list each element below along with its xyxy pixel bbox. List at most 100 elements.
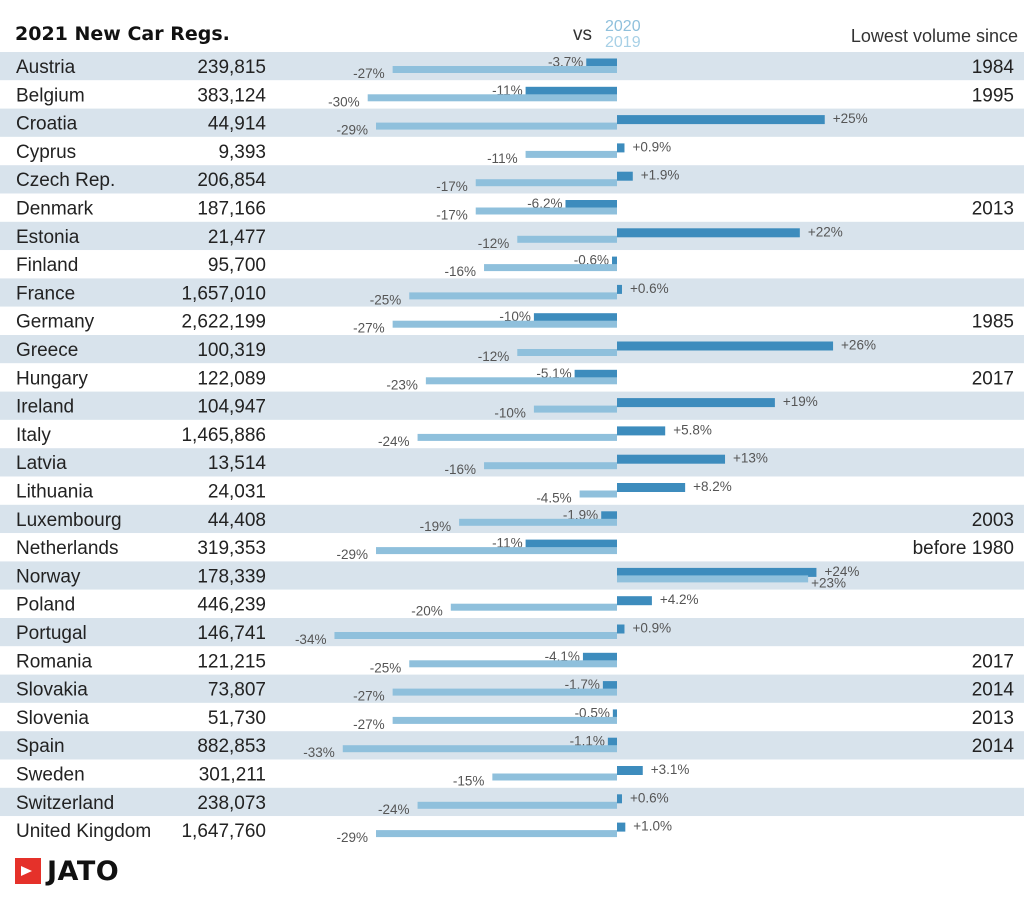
- lowest-since-value: 2017: [972, 368, 1014, 389]
- bar-vs-2020: [617, 822, 626, 832]
- label-vs-2020: -3.7%: [548, 55, 583, 70]
- row-band: [0, 136, 1024, 166]
- bar-vs-2019: [475, 207, 617, 215]
- label-vs-2019: -29%: [336, 123, 368, 138]
- registrations-value: 122,089: [197, 368, 266, 389]
- country-label: Poland: [16, 595, 75, 616]
- table-row: Slovenia 51,730 2013 -0.5% -27%: [16, 705, 1014, 732]
- bar-vs-2020: [617, 398, 775, 408]
- table-row: Poland 446,239 +4.2% -20%: [16, 592, 699, 619]
- bar-vs-2020: [525, 86, 617, 96]
- label-vs-2019: -27%: [353, 717, 385, 732]
- country-label: Netherlands: [16, 538, 118, 559]
- country-label: Finland: [16, 255, 78, 276]
- bar-vs-2020: [617, 228, 800, 238]
- table-row: France 1,657,010 +0.6% -25%: [16, 281, 669, 308]
- lowest-since-value: 2014: [972, 680, 1015, 701]
- table-row: Greece 100,319 +26% -12%: [16, 338, 876, 365]
- country-label: Cyprus: [16, 142, 76, 163]
- lowest-since-value: 2003: [972, 510, 1014, 531]
- bar-vs-2020: [533, 313, 617, 323]
- lowest-since-value: 1985: [972, 312, 1014, 333]
- table-row: Denmark 187,166 2013 -6.2% -17%: [16, 196, 1014, 223]
- vs-label: vs: [573, 24, 592, 45]
- label-vs-2020: -0.5%: [575, 705, 610, 720]
- row-band: [0, 391, 1024, 420]
- bar-vs-2019: [517, 349, 617, 356]
- table-row: Romania 121,215 2017 -4.1% -25%: [16, 649, 1014, 676]
- table-row: Luxembourg 44,408 2003 -1.9% -19%: [16, 507, 1014, 534]
- bar-vs-2019: [376, 547, 617, 555]
- label-vs-2020: -1.9%: [563, 507, 598, 522]
- registrations-value: 239,815: [197, 57, 266, 78]
- table-row: Ireland 104,947 +19% -10%: [16, 394, 818, 421]
- bar-vs-2019: [475, 179, 617, 187]
- label-vs-2019: -23%: [386, 377, 418, 392]
- country-label: Germany: [16, 312, 95, 333]
- label-vs-2020: +8.2%: [693, 479, 732, 494]
- registrations-value: 100,319: [197, 340, 266, 361]
- country-label: Austria: [16, 57, 76, 78]
- registrations-value: 319,353: [197, 538, 266, 559]
- registrations-value: 121,215: [197, 651, 266, 672]
- label-vs-2020: +1.0%: [633, 819, 672, 834]
- country-label: Romania: [16, 651, 92, 672]
- chart-title: 2021 New Car Regs.: [15, 23, 230, 45]
- lowest-since-value: 2014: [972, 736, 1015, 757]
- lowest-since-value: before 1980: [913, 538, 1014, 559]
- label-vs-2019: +23%: [811, 575, 846, 590]
- label-vs-2019: -17%: [436, 208, 468, 223]
- label-vs-2020: +0.6%: [630, 790, 669, 805]
- registrations-value: 178,339: [197, 566, 266, 587]
- country-label: Portugal: [16, 623, 87, 644]
- bar-vs-2019: [417, 433, 617, 441]
- country-label: Slovenia: [16, 708, 89, 729]
- label-vs-2020: +24%: [824, 564, 859, 579]
- registrations-value: 301,211: [199, 765, 266, 786]
- label-vs-2020: +4.2%: [660, 592, 699, 607]
- registrations-value: 1,465,886: [181, 425, 266, 446]
- bar-vs-2019: [484, 264, 617, 272]
- registrations-value: 187,166: [197, 199, 266, 220]
- rows: Austria 239,815 1984 -3.7% -27% Belgium 383,12…: [16, 55, 1014, 846]
- country-label: Ireland: [16, 397, 74, 418]
- table-row: Norway 178,339 +24%+23%: [16, 564, 859, 591]
- table-row: Netherlands 319,353 before 1980 -11% -29%: [16, 536, 1014, 563]
- registrations-value: 21,477: [208, 227, 266, 248]
- bar-vs-2019: [492, 773, 617, 781]
- table-row: Finland 95,700 -0.6% -16%: [16, 253, 617, 279]
- bar-vs-2020: [612, 256, 617, 266]
- table-row: Slovakia 73,807 2014 -1.7% -27%: [16, 677, 1014, 704]
- bar-vs-2020: [565, 200, 617, 209]
- label-vs-2019: -24%: [378, 802, 410, 817]
- registrations-value: 1,647,760: [181, 821, 266, 842]
- label-vs-2020: +13%: [733, 451, 768, 466]
- label-vs-2020: +5.8%: [673, 422, 712, 437]
- bar-vs-2020: [617, 766, 643, 775]
- label-vs-2020: -10%: [499, 309, 531, 324]
- bar-vs-2020: [617, 624, 625, 634]
- label-vs-2019: -12%: [478, 349, 510, 364]
- bar-vs-2019: [367, 94, 617, 102]
- registrations-value: 146,741: [197, 623, 266, 644]
- country-label: Estonia: [16, 227, 80, 248]
- bar-vs-2019: [376, 830, 617, 838]
- lowest-since-value: 2013: [972, 708, 1014, 729]
- registrations-value: 44,408: [208, 510, 266, 531]
- bar-vs-2020: [582, 652, 617, 662]
- bar-vs-2020: [617, 483, 686, 492]
- lowest-since-value: 2017: [972, 651, 1014, 672]
- table-row: Lithuania 24,031 +8.2% -4.5%: [16, 479, 732, 506]
- logo-mark-icon: [15, 858, 41, 884]
- country-label: Belgium: [16, 85, 85, 106]
- country-label: Spain: [16, 736, 65, 757]
- country-label: Italy: [16, 425, 51, 446]
- bar-vs-2019: [617, 575, 809, 583]
- label-vs-2019: -16%: [445, 462, 477, 477]
- lowest-since-value: 1995: [972, 85, 1014, 106]
- label-vs-2020: -4.1%: [545, 649, 580, 664]
- bar-vs-2019: [409, 292, 617, 300]
- registrations-value: 882,853: [197, 736, 266, 757]
- bar-vs-2020: [617, 341, 834, 351]
- bar-vs-2019: [533, 405, 617, 413]
